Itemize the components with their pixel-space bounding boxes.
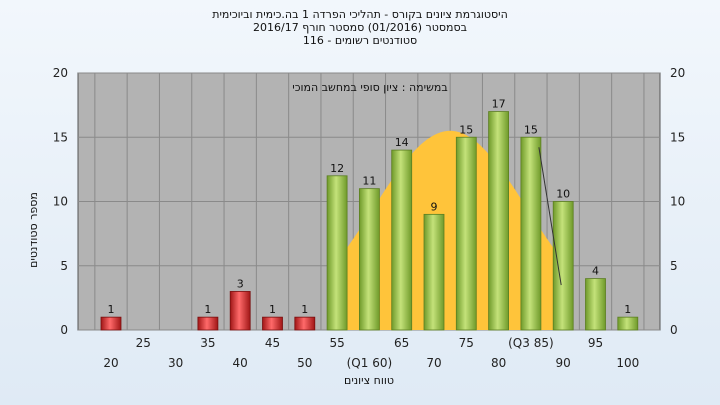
y-tick-label-left: 0	[60, 323, 68, 337]
bar-60	[358, 188, 380, 331]
y-tick-label-right: 20	[670, 66, 685, 80]
x-tick-label: 95	[588, 336, 603, 350]
data-label-65: 14	[395, 136, 409, 149]
bar-45	[262, 316, 283, 331]
y-tick-label-left: 10	[53, 195, 68, 209]
bar-35	[197, 316, 219, 331]
chart-subtitle: במשימה : ציון סופי במחשב המוכי	[292, 81, 447, 94]
y-tick-label-right: 0	[670, 323, 678, 337]
x-tick-label: 25	[136, 336, 151, 350]
x-tick-label: 30	[168, 356, 183, 370]
y-tick-label-left: 20	[53, 66, 68, 80]
x-tick-label: 75	[459, 336, 474, 350]
y-tick-label-left: 15	[53, 130, 68, 144]
y-tick-label-right: 10	[670, 195, 685, 209]
x-tick-label: 90	[556, 356, 571, 370]
y-axis-label: מספר סטודנטים	[27, 192, 40, 268]
data-label-85: 15	[524, 123, 538, 136]
data-label-35: 1	[204, 303, 211, 316]
students-count-line: סטודנטים רשומים - 116	[302, 34, 418, 47]
y-tick-label-left: 5	[60, 259, 68, 273]
data-label-100: 1	[624, 303, 631, 316]
y-tick-label-right: 15	[670, 130, 685, 144]
data-label-45: 1	[269, 303, 276, 316]
y-tick-label-right: 5	[670, 259, 678, 273]
chart-title: היסטוגרמת ציונים בקורס - תהליכי הפרדה 1 …	[212, 8, 508, 21]
x-tick-label: 35	[200, 336, 215, 350]
data-label-20: 1	[108, 303, 115, 316]
bar-100	[617, 316, 639, 331]
x-tick-label: 40	[233, 356, 248, 370]
data-label-40: 3	[237, 277, 244, 290]
bar-50	[294, 316, 316, 331]
x-tick-label: 50	[297, 356, 312, 370]
bar-55	[326, 175, 348, 331]
x-tick-label: 20	[103, 356, 118, 370]
x-tick-label: (Q1 60)	[347, 356, 393, 370]
x-tick-label: 70	[426, 356, 441, 370]
bar-70	[423, 213, 445, 331]
data-label-90: 10	[556, 188, 570, 201]
data-label-70: 9	[431, 200, 438, 213]
x-tick-label: 80	[491, 356, 506, 370]
data-label-50: 1	[301, 303, 308, 316]
bar-95	[585, 278, 606, 331]
bar-75	[455, 136, 477, 331]
data-label-60: 11	[362, 175, 376, 188]
x-tick-label: (Q3 85)	[508, 336, 554, 350]
x-tick-label: 65	[394, 336, 409, 350]
x-tick-label: 45	[265, 336, 280, 350]
bar-20	[100, 316, 122, 331]
bar-90	[552, 201, 574, 331]
x-tick-label: 55	[329, 336, 344, 350]
data-label-75: 15	[459, 123, 473, 136]
data-label-95: 4	[592, 265, 599, 278]
data-label-80: 17	[492, 98, 506, 111]
x-axis-label: טווח ציונים	[344, 374, 394, 387]
semester-line: בסמסטר (01/2016) סמסטר חורף 2016/17	[253, 21, 467, 34]
x-tick-label: 100	[616, 356, 639, 370]
bar-85	[520, 136, 542, 331]
bar-80	[488, 111, 510, 331]
data-label-55: 12	[330, 162, 344, 175]
bar-40	[229, 291, 251, 331]
q3-whisker-line	[538, 147, 562, 286]
bar-65	[391, 149, 413, 331]
chart-titles: היסטוגרמת ציונים בקורס - תהליכי הפרדה 1 …	[0, 8, 720, 47]
